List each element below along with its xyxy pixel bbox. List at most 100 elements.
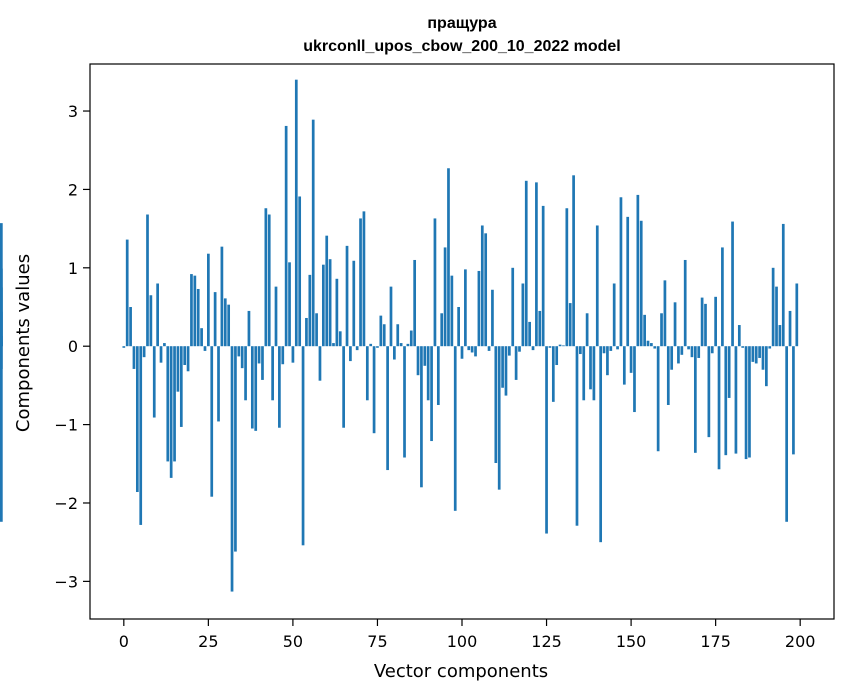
bar bbox=[227, 304, 231, 347]
bar bbox=[707, 346, 711, 438]
bar bbox=[362, 211, 366, 347]
bar bbox=[470, 346, 474, 353]
bar bbox=[318, 346, 322, 381]
bar bbox=[467, 346, 471, 351]
bar bbox=[305, 317, 308, 347]
bar bbox=[568, 303, 572, 347]
bar bbox=[139, 346, 143, 525]
bar bbox=[545, 346, 548, 534]
bar bbox=[680, 346, 684, 355]
bar bbox=[609, 346, 613, 351]
bar bbox=[396, 324, 400, 347]
bar bbox=[562, 345, 565, 347]
bar bbox=[264, 208, 268, 347]
bar bbox=[284, 125, 288, 347]
bar bbox=[622, 346, 626, 385]
bar bbox=[420, 346, 423, 488]
bar bbox=[210, 346, 214, 497]
bar bbox=[575, 346, 579, 526]
bar bbox=[646, 340, 650, 347]
bar bbox=[643, 314, 646, 347]
bar bbox=[440, 313, 444, 347]
bar bbox=[484, 233, 488, 347]
bar bbox=[785, 346, 789, 522]
bar bbox=[220, 246, 224, 347]
bar bbox=[257, 346, 261, 364]
x-axis-ticks: 0 25 50 75 100 125 150 175 200 bbox=[119, 619, 815, 651]
bar bbox=[673, 302, 677, 347]
bar bbox=[700, 297, 704, 347]
bar bbox=[433, 218, 437, 347]
y-axis-ticks: −3 −2 −1 0 1 2 3 bbox=[54, 102, 90, 591]
bar bbox=[278, 346, 281, 428]
bar bbox=[606, 346, 609, 376]
bar bbox=[335, 278, 339, 347]
y-tick-label: 3 bbox=[68, 102, 78, 121]
bar bbox=[223, 298, 227, 347]
bar bbox=[311, 119, 315, 347]
chart-subtitle: ukrconll_upos_cbow_200_10_2022 model bbox=[303, 38, 620, 55]
bar bbox=[538, 310, 542, 347]
bar bbox=[521, 283, 525, 347]
bar bbox=[748, 346, 751, 458]
bar bbox=[717, 346, 721, 470]
bar bbox=[666, 346, 670, 405]
bar bbox=[731, 221, 734, 347]
bar bbox=[585, 313, 589, 347]
bar bbox=[271, 346, 274, 401]
bar bbox=[179, 346, 183, 427]
bar bbox=[146, 214, 149, 347]
bar bbox=[650, 343, 653, 347]
bar bbox=[741, 346, 745, 348]
bar bbox=[494, 346, 498, 463]
bar bbox=[697, 346, 701, 358]
bar bbox=[274, 286, 278, 347]
bar bbox=[687, 346, 690, 350]
bar bbox=[237, 346, 241, 357]
bar bbox=[737, 325, 741, 347]
bar bbox=[751, 346, 755, 362]
bar bbox=[518, 346, 521, 352]
bar bbox=[450, 275, 454, 347]
bar bbox=[531, 346, 535, 351]
bar bbox=[771, 267, 775, 347]
bar bbox=[369, 343, 373, 347]
bar-series bbox=[0, 79, 799, 592]
bar bbox=[156, 283, 159, 347]
bar bbox=[169, 346, 173, 478]
y-tick-label: 1 bbox=[68, 259, 78, 278]
x-tick-label: 175 bbox=[700, 632, 731, 651]
bar bbox=[379, 315, 383, 347]
bar bbox=[122, 346, 126, 348]
plot-frame bbox=[89, 63, 835, 620]
bar bbox=[541, 205, 545, 347]
bar bbox=[626, 216, 630, 347]
bar bbox=[548, 346, 552, 348]
bar bbox=[589, 346, 592, 390]
bar bbox=[349, 346, 352, 362]
bar bbox=[616, 346, 619, 350]
bar bbox=[190, 274, 193, 347]
bar bbox=[355, 346, 359, 351]
bar bbox=[477, 270, 481, 347]
bar bbox=[386, 346, 389, 471]
bar bbox=[721, 247, 724, 347]
bar bbox=[342, 346, 345, 428]
bar bbox=[619, 197, 623, 347]
bar bbox=[0, 346, 3, 522]
bar bbox=[193, 275, 197, 347]
bar bbox=[135, 346, 139, 493]
x-tick-label: 125 bbox=[531, 632, 562, 651]
x-axis-label: Vector components bbox=[374, 661, 548, 682]
bar bbox=[430, 346, 433, 442]
bar bbox=[579, 346, 582, 355]
bar bbox=[639, 220, 643, 347]
bar bbox=[565, 208, 569, 347]
bar bbox=[345, 245, 349, 347]
x-tick-label: 150 bbox=[616, 632, 647, 651]
chart-title: пращура bbox=[427, 15, 496, 32]
bar bbox=[142, 346, 146, 358]
bar bbox=[409, 330, 413, 347]
bar bbox=[200, 328, 203, 347]
